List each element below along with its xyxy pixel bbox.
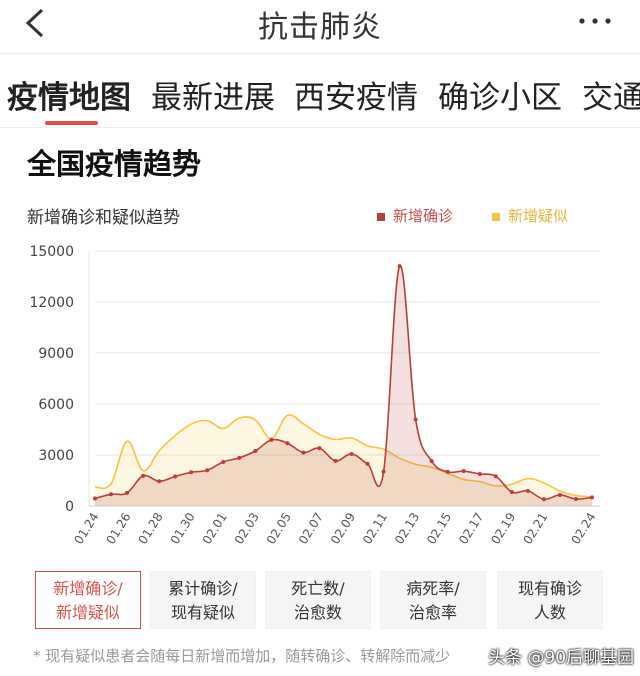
data-point-confirmed[interactable] [189,470,194,475]
page-title: 抗击肺炎 [258,10,382,45]
data-point-confirmed[interactable] [413,417,418,422]
y-tick-label: 12000 [29,295,74,311]
data-point-confirmed[interactable] [477,471,482,476]
data-point-confirmed[interactable] [461,469,466,474]
legend-item-confirmed[interactable]: 新增确诊 [377,205,453,226]
active-tab-indicator [45,121,98,125]
metric-button-label: 治愈数 [293,603,342,622]
y-tick-label: 15000 [29,244,74,260]
data-point-confirmed[interactable] [173,474,178,479]
data-point-confirmed[interactable] [509,490,514,495]
metric-button-cumulative[interactable]: 累计确诊/ 现有疑似 [150,571,256,629]
legend-item-suspected[interactable]: 新增疑似 [492,205,568,226]
data-point-confirmed[interactable] [221,459,226,464]
tab-epidemic-map[interactable]: 疫情地图 [7,80,131,116]
x-tick-label: 02.24 [568,510,598,547]
tabs-divider [0,127,640,128]
x-tick-label: 02.19 [488,510,518,547]
y-tick-label: 6000 [38,397,74,413]
metric-button-label: 新增确诊/ [53,579,123,598]
metric-button-label: 现有疑似 [170,603,235,622]
data-point-confirmed[interactable] [573,497,578,502]
metric-button-label: 累计确诊/ [168,579,238,598]
tab-latest-progress[interactable]: 最新进展 [151,80,275,116]
data-point-confirmed[interactable] [493,474,498,479]
x-tick-label: 02.07 [296,510,326,547]
legend-swatch-suspected [492,212,500,221]
x-tick-label: 02.17 [456,510,486,547]
data-point-confirmed[interactable] [157,479,162,484]
tab-confirmed-communities[interactable]: 确诊小区 [438,80,562,116]
legend-swatch-confirmed [377,212,385,221]
x-tick-label: 02.11 [360,510,390,547]
data-point-confirmed[interactable] [333,458,338,463]
data-point-confirmed[interactable] [109,492,114,497]
data-point-confirmed[interactable] [365,461,370,466]
data-point-confirmed[interactable] [429,459,434,464]
metric-button-new-confirmed-suspected[interactable]: 新增确诊/ 新增疑似 [35,571,141,629]
metric-button-deaths-cured[interactable]: 死亡数/ 治愈数 [265,571,371,629]
data-point-confirmed[interactable] [349,451,354,456]
x-tick-label: 01.28 [136,510,166,547]
section-title: 全国疫情趋势 [27,147,202,181]
data-point-confirmed[interactable] [317,446,322,451]
metric-button-rates[interactable]: 病死率/ 治愈率 [380,571,486,629]
chevron-left-icon[interactable] [22,8,52,38]
data-point-confirmed[interactable] [285,441,290,446]
metric-button-label: 治愈率 [408,603,457,622]
legend-label-confirmed: 新增确诊 [393,207,454,225]
y-tick-label: 3000 [38,448,74,464]
data-point-confirmed[interactable] [525,488,530,493]
footnote: * 现有疑似患者会随每日新增而增加，随转确诊、转解除而减少 [33,647,451,665]
x-tick-label: 02.03 [232,510,262,547]
data-point-confirmed[interactable] [237,455,242,460]
series-line-suspected [94,414,593,498]
watermark: 头条 @90后聊基园 [488,648,635,668]
y-tick-label: 0 [65,499,74,515]
trend-chart[interactable]: 0 3000 6000 9000 12000 15000 01.24 01.26 01.28 01… [0,236,640,556]
series-line-confirmed [94,265,593,501]
x-tick-label: 01.24 [71,510,101,547]
chart-title: 新增确诊和疑似趋势 [27,208,180,228]
metric-button-label: 现有确诊 [517,579,582,598]
data-point-confirmed[interactable] [205,468,210,473]
x-tick-label: 02.09 [328,510,358,547]
metric-button-current-confirmed[interactable]: 现有确诊 人数 [497,571,603,629]
data-point-confirmed[interactable] [397,264,402,269]
header-divider [0,53,640,54]
tab-bar: 疫情地图 最新进展 西安疫情 确诊小区 交通 [0,60,640,126]
metric-button-label: 新增疑似 [55,603,120,622]
data-point-confirmed[interactable] [253,449,258,454]
metric-button-label: 病死率/ [406,579,460,598]
series-area-suspected [95,414,592,506]
tab-xian-epidemic[interactable]: 西安疫情 [294,80,418,116]
data-point-confirmed[interactable] [381,469,386,474]
data-point-confirmed[interactable] [541,497,546,502]
data-point-confirmed[interactable] [93,496,97,501]
x-tick-label: 01.26 [104,510,134,547]
data-point-confirmed[interactable] [557,492,562,497]
top-bar: 抗击肺炎 [0,0,640,52]
legend-label-suspected: 新增疑似 [508,207,569,225]
x-tick-label: 01.30 [168,510,198,547]
data-point-confirmed[interactable] [590,495,594,500]
x-tick-label: 02.15 [424,510,454,547]
data-point-confirmed[interactable] [445,469,450,474]
metric-button-label: 死亡数/ [291,579,345,598]
tab-transport[interactable]: 交通 [582,80,640,116]
data-point-confirmed[interactable] [301,450,306,455]
more-dots-icon[interactable] [576,16,616,26]
x-tick-label: 02.05 [264,510,294,547]
data-point-confirmed[interactable] [269,437,274,442]
metric-button-label: 人数 [533,603,566,622]
x-tick-label: 02.21 [520,510,550,547]
data-point-confirmed[interactable] [141,473,146,478]
data-point-confirmed[interactable] [125,490,130,495]
y-tick-label: 9000 [38,346,74,362]
x-tick-label: 02.01 [200,510,230,547]
x-tick-label: 02.13 [392,510,422,547]
